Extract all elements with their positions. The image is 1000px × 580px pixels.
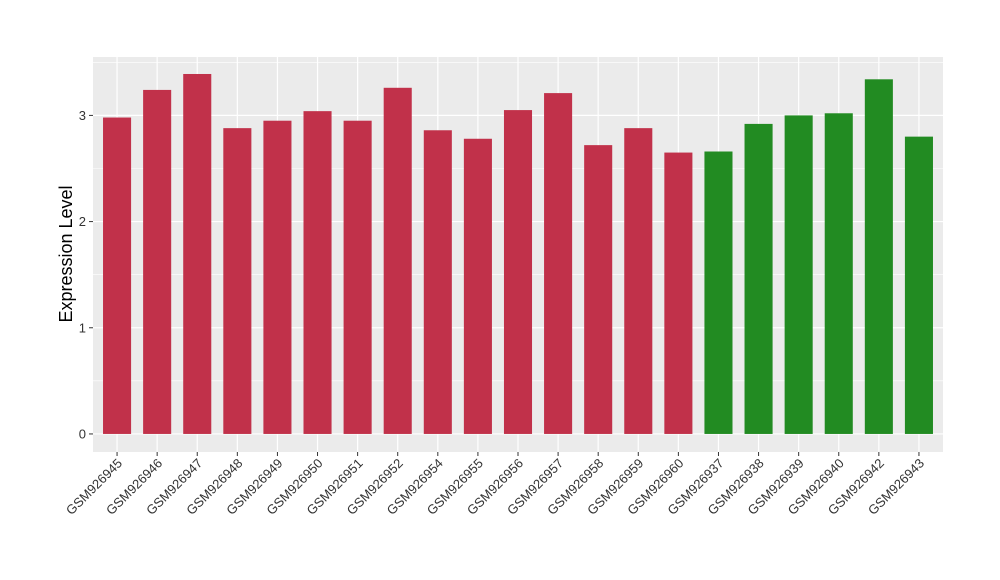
bar-GSM926957: [544, 93, 573, 434]
bar-GSM926949: [263, 120, 292, 434]
bar-GSM926956: [503, 110, 533, 434]
bar-GSM926937: [704, 151, 733, 434]
x-axis: GSM926945GSM926946GSM926947GSM926948GSM9…: [63, 452, 927, 518]
y-axis-title: Expression Level: [56, 185, 76, 322]
bar-GSM926955: [463, 138, 492, 434]
bar-GSM926943: [904, 136, 933, 434]
y-tick-label: 3: [79, 108, 86, 123]
bar-GSM926960: [664, 152, 693, 434]
bar-GSM926948: [223, 128, 252, 434]
y-axis: 0 1 2 3: [79, 108, 93, 441]
bar-GSM926952: [383, 87, 412, 434]
bars: [103, 73, 933, 434]
bar-GSM926946: [143, 89, 172, 434]
bar-GSM926940: [824, 113, 853, 434]
bar-GSM926958: [584, 145, 613, 434]
bar-GSM926959: [624, 128, 653, 434]
bar-GSM926947: [183, 73, 212, 434]
bar-GSM926951: [343, 120, 372, 434]
bar-GSM926945: [103, 117, 132, 434]
y-tick-label: 2: [79, 214, 86, 229]
bar-GSM926938: [744, 123, 773, 434]
bar-GSM926942: [864, 79, 893, 434]
bar-GSM926950: [303, 111, 332, 434]
bar-GSM926939: [784, 115, 813, 434]
y-tick-label: 1: [79, 320, 86, 335]
bar-GSM926954: [423, 130, 452, 434]
y-tick-label: 0: [79, 426, 86, 441]
